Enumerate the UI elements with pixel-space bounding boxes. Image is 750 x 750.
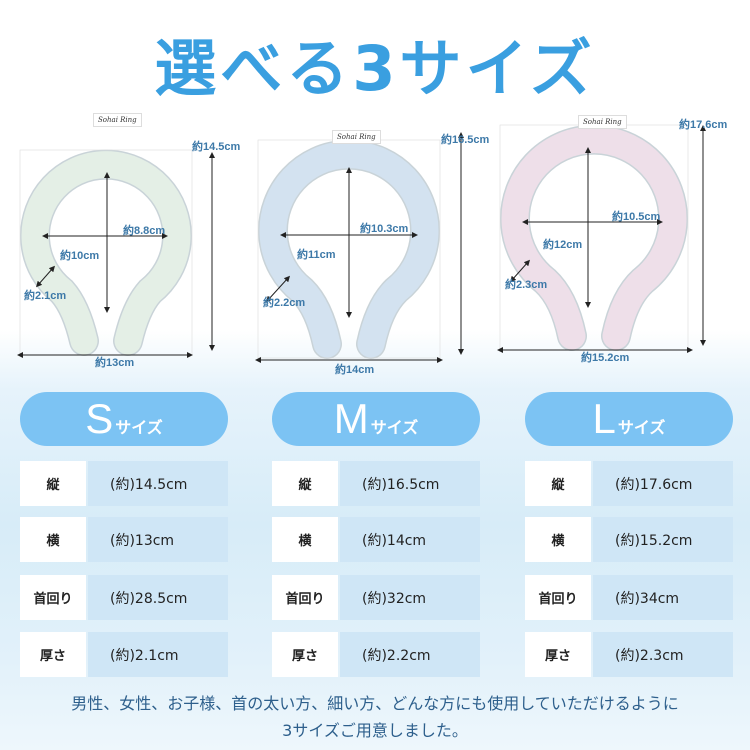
- spec-value: (約)2.2cm: [340, 632, 480, 677]
- neck-ring: [501, 126, 687, 350]
- spec-value: (約)32cm: [340, 575, 480, 620]
- dimension-label-inner-w: 約10.5cm: [612, 211, 661, 223]
- dimension-label-width: 約15.2cm: [581, 352, 630, 364]
- spec-row: 厚さ (約)2.3cm: [525, 632, 733, 677]
- dimension-label-thick: 約2.3cm: [505, 279, 548, 291]
- spec-value: (約)28.5cm: [88, 575, 228, 620]
- spec-label: 縦: [272, 461, 338, 506]
- spec-label: 厚さ: [20, 632, 86, 677]
- page-title: 選べる3サイズ: [154, 32, 596, 105]
- product-tag: Sohai Ring: [578, 115, 627, 129]
- spec-label: 縦: [525, 461, 591, 506]
- size-letter: M: [333, 395, 369, 442]
- thickness-line: [265, 275, 291, 303]
- spec-value: (約)14cm: [340, 517, 480, 562]
- product-tag: Sohai Ring: [93, 113, 142, 127]
- spec-row: 縦 (約)17.6cm: [525, 461, 733, 506]
- spec-value: (約)34cm: [593, 575, 733, 620]
- spec-label: 首回り: [272, 575, 338, 620]
- dimension-label-height: 約17.6cm: [679, 119, 728, 131]
- neck-ring: [259, 141, 439, 358]
- dimension-label-height: 約14.5cm: [192, 141, 241, 153]
- spec-label: 横: [272, 517, 338, 562]
- size-suffix: サイズ: [617, 418, 666, 437]
- spec-row: 首回り (約)32cm: [272, 575, 480, 620]
- size-suffix: サイズ: [115, 418, 163, 437]
- size-letter: L: [592, 395, 616, 442]
- size-suffix: サイズ: [370, 418, 419, 437]
- dimension-label-inner-h: 約12cm: [543, 239, 583, 251]
- spec-label: 厚さ: [272, 632, 338, 677]
- dimension-label-inner-h: 約11cm: [297, 249, 336, 261]
- thickness-line: [510, 259, 530, 283]
- size-letter: S: [85, 395, 114, 442]
- footer-line-2: 3サイズご用意しました。: [282, 721, 468, 740]
- spec-label: 横: [525, 517, 591, 562]
- spec-label: 縦: [20, 461, 86, 506]
- spec-row: 横 (約)13cm: [20, 517, 228, 562]
- product-tag: Sohai Ring: [332, 130, 381, 144]
- dimension-label-inner-h: 約10cm: [60, 250, 100, 262]
- dimension-label-height: 約16.5cm: [441, 134, 490, 146]
- dimension-label-thick: 約2.1cm: [24, 290, 67, 302]
- spec-label: 首回り: [525, 575, 591, 620]
- spec-row: 首回り (約)28.5cm: [20, 575, 228, 620]
- spec-row: 横 (約)14cm: [272, 517, 480, 562]
- spec-row: 縦 (約)14.5cm: [20, 461, 228, 506]
- spec-value: (約)17.6cm: [593, 461, 733, 506]
- spec-row: 厚さ (約)2.1cm: [20, 632, 228, 677]
- dimension-label-width: 約14cm: [335, 364, 375, 376]
- ring-illustrations: [17, 124, 706, 363]
- size-l-header: L サイズ: [525, 392, 733, 446]
- spec-label: 厚さ: [525, 632, 591, 677]
- thickness-line: [36, 265, 55, 288]
- size-s-header: S サイズ: [20, 392, 228, 446]
- spec-row: 厚さ (約)2.2cm: [272, 632, 480, 677]
- footer-line-1: 男性、女性、お子様、首の太い方、細い方、どんな方にも使用していただけるように: [71, 694, 679, 713]
- spec-value: (約)15.2cm: [593, 517, 733, 562]
- spec-label: 首回り: [20, 575, 86, 620]
- spec-value: (約)13cm: [88, 517, 228, 562]
- spec-row: 縦 (約)16.5cm: [272, 461, 480, 506]
- spec-label: 横: [20, 517, 86, 562]
- spec-value: (約)14.5cm: [88, 461, 228, 506]
- dimension-label-thick: 約2.2cm: [263, 297, 306, 309]
- size-m-header: M サイズ: [272, 392, 480, 446]
- spec-value: (約)2.1cm: [88, 632, 228, 677]
- spec-value: (約)16.5cm: [340, 461, 480, 506]
- neck-ring: [21, 151, 191, 355]
- spec-row: 横 (約)15.2cm: [525, 517, 733, 562]
- dimension-label-inner-w: 約10.3cm: [360, 223, 409, 235]
- dimension-label-width: 約13cm: [95, 357, 135, 369]
- dimension-label-inner-w: 約8.8cm: [123, 225, 166, 237]
- spec-row: 首回り (約)34cm: [525, 575, 733, 620]
- spec-value: (約)2.3cm: [593, 632, 733, 677]
